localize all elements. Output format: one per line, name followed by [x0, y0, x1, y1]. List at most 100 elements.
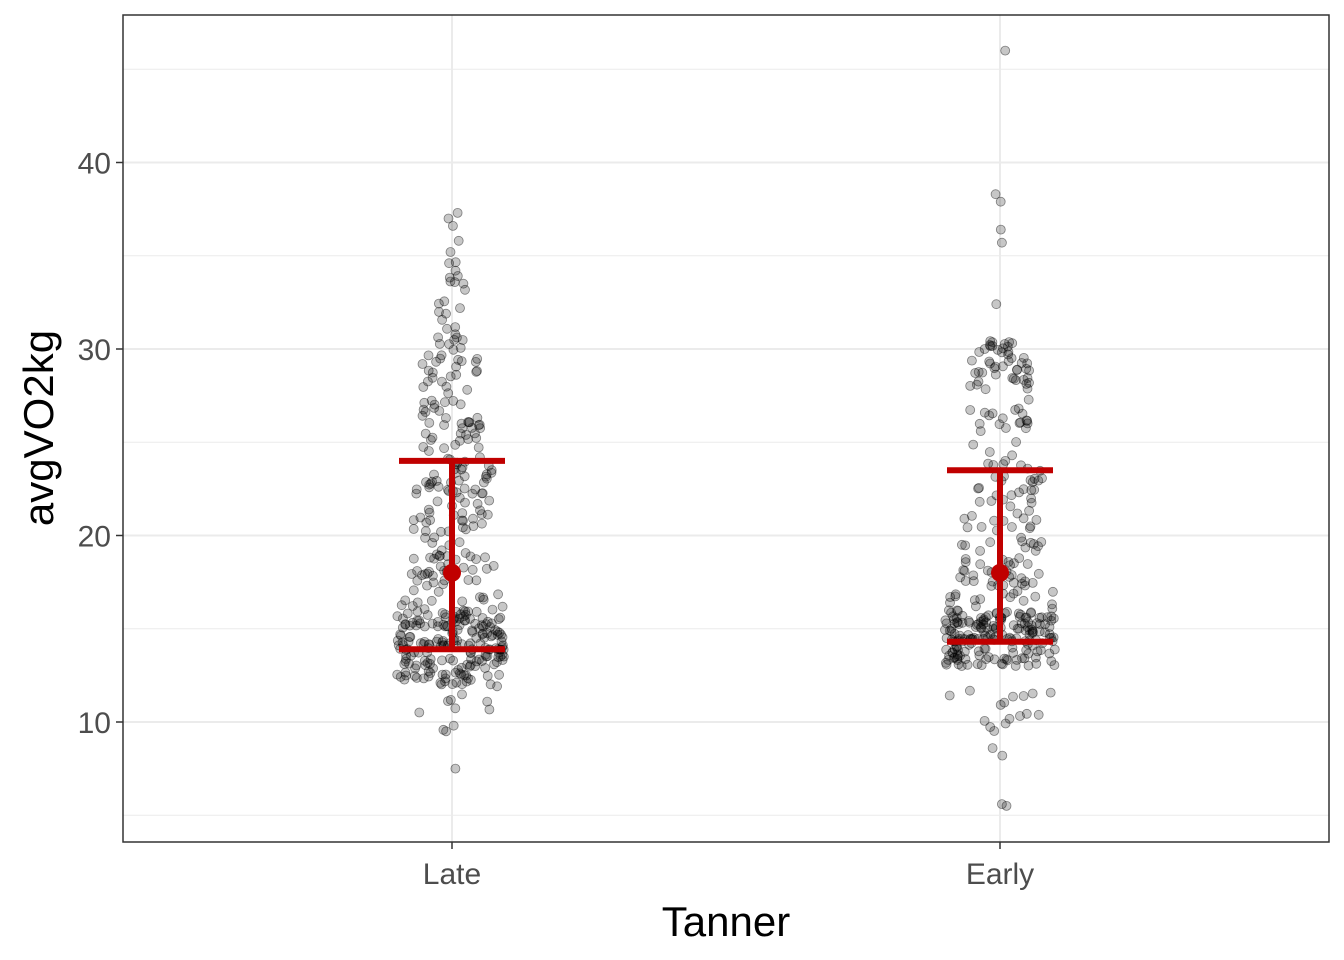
- data-point: [438, 636, 448, 646]
- data-point: [462, 659, 473, 670]
- data-point: [460, 548, 471, 558]
- data-point: [1040, 619, 1050, 629]
- data-point: [465, 660, 476, 671]
- data-point: [461, 676, 472, 687]
- data-point: [1012, 508, 1023, 519]
- data-point: [467, 422, 477, 433]
- data-point: [981, 617, 991, 628]
- data-point: [434, 306, 444, 317]
- data-point: [463, 417, 474, 427]
- data-point: [455, 428, 466, 439]
- data-point: [443, 696, 453, 706]
- data-point: [455, 342, 466, 353]
- data-point: [1016, 358, 1027, 368]
- data-point: [1048, 613, 1059, 624]
- data-point: [474, 592, 485, 602]
- data-point: [999, 653, 1010, 664]
- data-point: [1042, 612, 1053, 623]
- data-point: [473, 420, 484, 431]
- data-point: [437, 608, 448, 618]
- data-point: [429, 402, 440, 413]
- data-point: [975, 594, 986, 604]
- data-point: [968, 576, 979, 586]
- data-point: [1018, 374, 1029, 385]
- data-point: [465, 674, 476, 685]
- data-point: [477, 613, 488, 623]
- data-point: [412, 615, 423, 626]
- data-point: [450, 322, 461, 333]
- data-point: [464, 661, 475, 672]
- data-point: [461, 670, 472, 681]
- data-point: [467, 627, 478, 637]
- data-point: [996, 658, 1007, 669]
- data-point: [492, 681, 503, 692]
- data-point: [1022, 383, 1033, 394]
- data-point: [491, 657, 502, 668]
- data-point: [1009, 373, 1019, 384]
- data-point: [455, 609, 466, 620]
- data-point: [427, 618, 438, 629]
- data-point: [438, 724, 449, 735]
- data-point: [1026, 608, 1036, 618]
- data-point: [947, 647, 958, 658]
- data-point: [997, 750, 1008, 761]
- data-point: [427, 476, 438, 487]
- data-point: [998, 343, 1008, 354]
- data-point: [485, 622, 496, 632]
- data-point: [1029, 484, 1040, 495]
- data-point: [436, 350, 447, 361]
- data-point: [941, 644, 952, 655]
- data-point: [453, 665, 464, 675]
- data-point: [977, 367, 988, 378]
- data-point: [418, 382, 429, 392]
- data-point: [1016, 573, 1027, 584]
- data-point: [999, 339, 1010, 349]
- data-point: [468, 513, 478, 524]
- grid-minor: [123, 68, 1329, 816]
- data-point: [1033, 541, 1043, 552]
- data-point: [1020, 613, 1031, 623]
- data-point: [1001, 801, 1012, 811]
- data-point: [998, 361, 1008, 372]
- data-point: [400, 667, 411, 678]
- data-point: [960, 557, 971, 567]
- data-point: [1035, 645, 1046, 656]
- data-point: [403, 636, 414, 647]
- data-point: [970, 622, 981, 632]
- data-point: [409, 671, 420, 681]
- data-point: [975, 546, 985, 556]
- data-point: [439, 420, 450, 430]
- data-point: [1006, 353, 1017, 364]
- data-point: [1049, 644, 1060, 655]
- data-point: [957, 617, 968, 628]
- data-point: [940, 615, 951, 626]
- data-point: [1014, 612, 1025, 622]
- data-point: [1021, 378, 1032, 389]
- data-point: [981, 612, 991, 622]
- data-point: [976, 522, 987, 532]
- data-point: [1025, 475, 1036, 486]
- data-point: [436, 545, 447, 556]
- data-point: [958, 565, 969, 576]
- data-point: [426, 595, 437, 606]
- data-point: [1036, 537, 1047, 547]
- y-tick-label: 30: [78, 334, 111, 367]
- data-point: [460, 606, 471, 617]
- data-point: [475, 505, 485, 516]
- data-point: [1021, 612, 1032, 623]
- data-point: [424, 507, 435, 518]
- data-point: [445, 247, 456, 257]
- data-point: [439, 397, 450, 408]
- data-point: [454, 492, 465, 503]
- data-point: [476, 509, 487, 519]
- data-point: [464, 417, 474, 428]
- data-point: [424, 479, 435, 490]
- data-point: [941, 618, 952, 629]
- data-point: [457, 522, 468, 533]
- data-point: [445, 276, 456, 287]
- data-point: [422, 376, 433, 387]
- data-point: [468, 521, 479, 531]
- data-point: [451, 332, 462, 343]
- data-point: [953, 645, 963, 655]
- data-point: [1015, 417, 1026, 428]
